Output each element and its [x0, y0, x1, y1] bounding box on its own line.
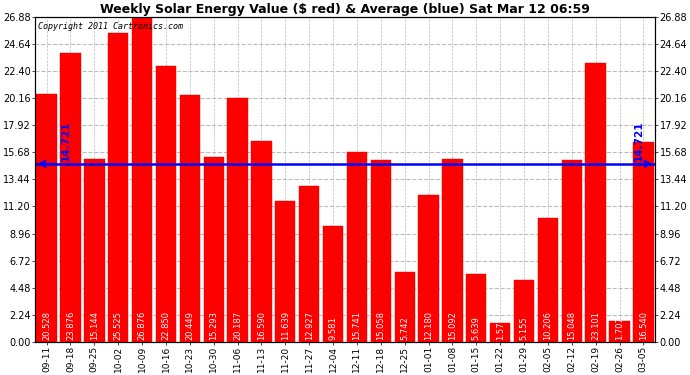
Bar: [228, 98, 248, 342]
Text: 11.639: 11.639: [281, 311, 290, 340]
Text: Copyright 2011 Cartronics.com: Copyright 2011 Cartronics.com: [38, 22, 183, 31]
Text: 12.927: 12.927: [305, 311, 314, 340]
Text: 15.293: 15.293: [209, 311, 218, 340]
Bar: [633, 142, 653, 342]
Text: 15.058: 15.058: [376, 311, 385, 340]
Text: 14.721: 14.721: [61, 121, 71, 162]
Text: 10.206: 10.206: [544, 311, 553, 340]
Bar: [466, 274, 486, 342]
Text: 15.048: 15.048: [567, 311, 576, 340]
Text: 9.581: 9.581: [328, 316, 337, 340]
Text: 22.850: 22.850: [161, 311, 170, 340]
Text: 5.155: 5.155: [520, 316, 529, 340]
Bar: [60, 53, 81, 342]
Bar: [37, 94, 57, 342]
Bar: [538, 219, 558, 342]
Text: 15.741: 15.741: [353, 311, 362, 340]
Bar: [490, 323, 511, 342]
Bar: [275, 201, 295, 342]
Bar: [204, 157, 224, 342]
Text: 26.876: 26.876: [137, 310, 146, 340]
Bar: [84, 159, 104, 342]
Bar: [347, 152, 367, 342]
Bar: [562, 160, 582, 342]
Text: 15.092: 15.092: [448, 311, 457, 340]
Text: 5.742: 5.742: [400, 316, 409, 340]
Text: 20.449: 20.449: [186, 311, 195, 340]
Bar: [609, 321, 630, 342]
Bar: [132, 17, 152, 342]
Bar: [251, 141, 272, 342]
Text: 16.540: 16.540: [639, 311, 648, 340]
Bar: [156, 66, 176, 342]
Text: 12.180: 12.180: [424, 311, 433, 340]
Text: 20.187: 20.187: [233, 311, 242, 340]
Bar: [442, 159, 462, 342]
Bar: [323, 226, 343, 342]
Title: Weekly Solar Energy Value ($ red) & Average (blue) Sat Mar 12 06:59: Weekly Solar Energy Value ($ red) & Aver…: [100, 3, 590, 16]
Bar: [108, 33, 128, 342]
Bar: [586, 63, 606, 342]
Bar: [395, 272, 415, 342]
Text: 15.144: 15.144: [90, 311, 99, 340]
Text: 5.639: 5.639: [472, 316, 481, 340]
Text: 23.101: 23.101: [591, 311, 600, 340]
Bar: [371, 160, 391, 342]
Bar: [179, 94, 200, 342]
Text: 16.590: 16.590: [257, 311, 266, 340]
Text: 14.721: 14.721: [634, 121, 644, 162]
Text: 23.876: 23.876: [66, 310, 75, 340]
Text: 1.577: 1.577: [495, 316, 504, 340]
Text: 25.525: 25.525: [114, 311, 123, 340]
Text: 1.707: 1.707: [615, 316, 624, 340]
Text: 20.528: 20.528: [42, 311, 51, 340]
Bar: [299, 186, 319, 342]
Bar: [514, 279, 534, 342]
Bar: [418, 195, 439, 342]
